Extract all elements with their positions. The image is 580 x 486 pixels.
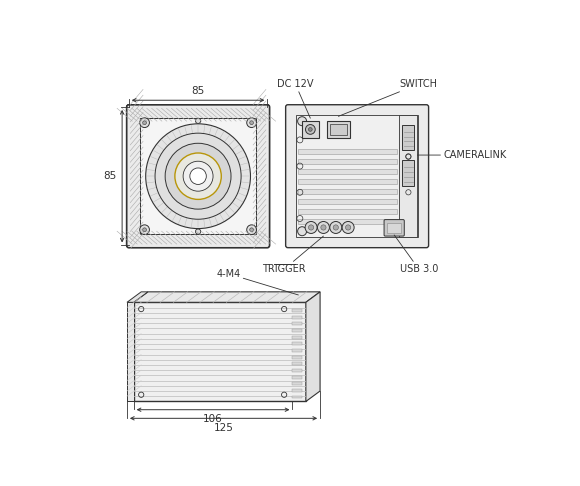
Polygon shape [127,292,148,302]
Bar [292,389,302,392]
Circle shape [143,121,146,124]
Bar [298,189,397,194]
Text: 106: 106 [203,414,223,424]
Circle shape [140,118,150,127]
Bar [292,336,302,339]
Bar [292,382,302,385]
Polygon shape [306,292,320,401]
Polygon shape [134,292,320,302]
Bar [298,179,397,184]
Circle shape [321,225,326,230]
Circle shape [195,229,201,234]
Bar [298,219,397,225]
Circle shape [175,153,222,199]
Text: 4-M4: 4-M4 [216,269,298,295]
Circle shape [195,118,201,123]
Bar [127,302,134,401]
Bar [292,316,302,319]
Bar [292,329,302,332]
Bar [400,115,418,237]
Text: USB 3.0: USB 3.0 [394,235,438,274]
Bar [327,121,350,138]
Bar [292,349,302,352]
Bar [292,369,302,372]
Circle shape [317,222,329,233]
Circle shape [146,124,251,228]
Text: 85: 85 [103,171,117,181]
Circle shape [342,222,354,233]
Bar [387,223,401,233]
Circle shape [309,127,312,131]
Text: CAMERALINK: CAMERALINK [418,150,506,160]
Bar [292,356,302,359]
Circle shape [333,225,338,230]
Bar [140,118,256,234]
Bar [298,209,397,214]
Circle shape [250,228,253,232]
Bar [298,149,397,154]
Text: DC 12V: DC 12V [277,79,314,118]
Circle shape [306,124,315,134]
Circle shape [309,225,314,230]
Circle shape [305,222,317,233]
Bar [134,302,306,401]
Circle shape [190,168,206,184]
Text: 85: 85 [191,87,205,97]
FancyBboxPatch shape [126,104,270,248]
Bar [292,376,302,379]
Text: 125: 125 [213,423,234,433]
Circle shape [250,121,253,124]
Circle shape [183,161,213,191]
Text: SWITCH: SWITCH [338,79,438,116]
Circle shape [298,117,307,126]
Text: TRIGGER: TRIGGER [262,236,324,274]
Bar [403,160,414,186]
Bar [330,124,347,135]
Bar [298,169,397,174]
Circle shape [408,117,416,126]
Bar [302,121,318,138]
Bar [292,322,302,325]
Circle shape [143,228,146,232]
Bar [298,199,397,204]
Circle shape [330,222,342,233]
Circle shape [246,118,256,127]
Circle shape [346,225,351,230]
Circle shape [408,226,416,236]
Bar [292,363,302,365]
Bar [298,158,397,164]
FancyBboxPatch shape [285,104,429,248]
FancyBboxPatch shape [384,220,404,236]
Circle shape [155,133,241,219]
Circle shape [246,225,256,235]
Circle shape [165,143,231,209]
Circle shape [140,225,150,235]
Bar [292,309,302,312]
Bar [292,396,302,399]
Bar [296,115,418,237]
Circle shape [298,226,307,236]
Bar [292,342,302,345]
Bar [403,124,414,150]
